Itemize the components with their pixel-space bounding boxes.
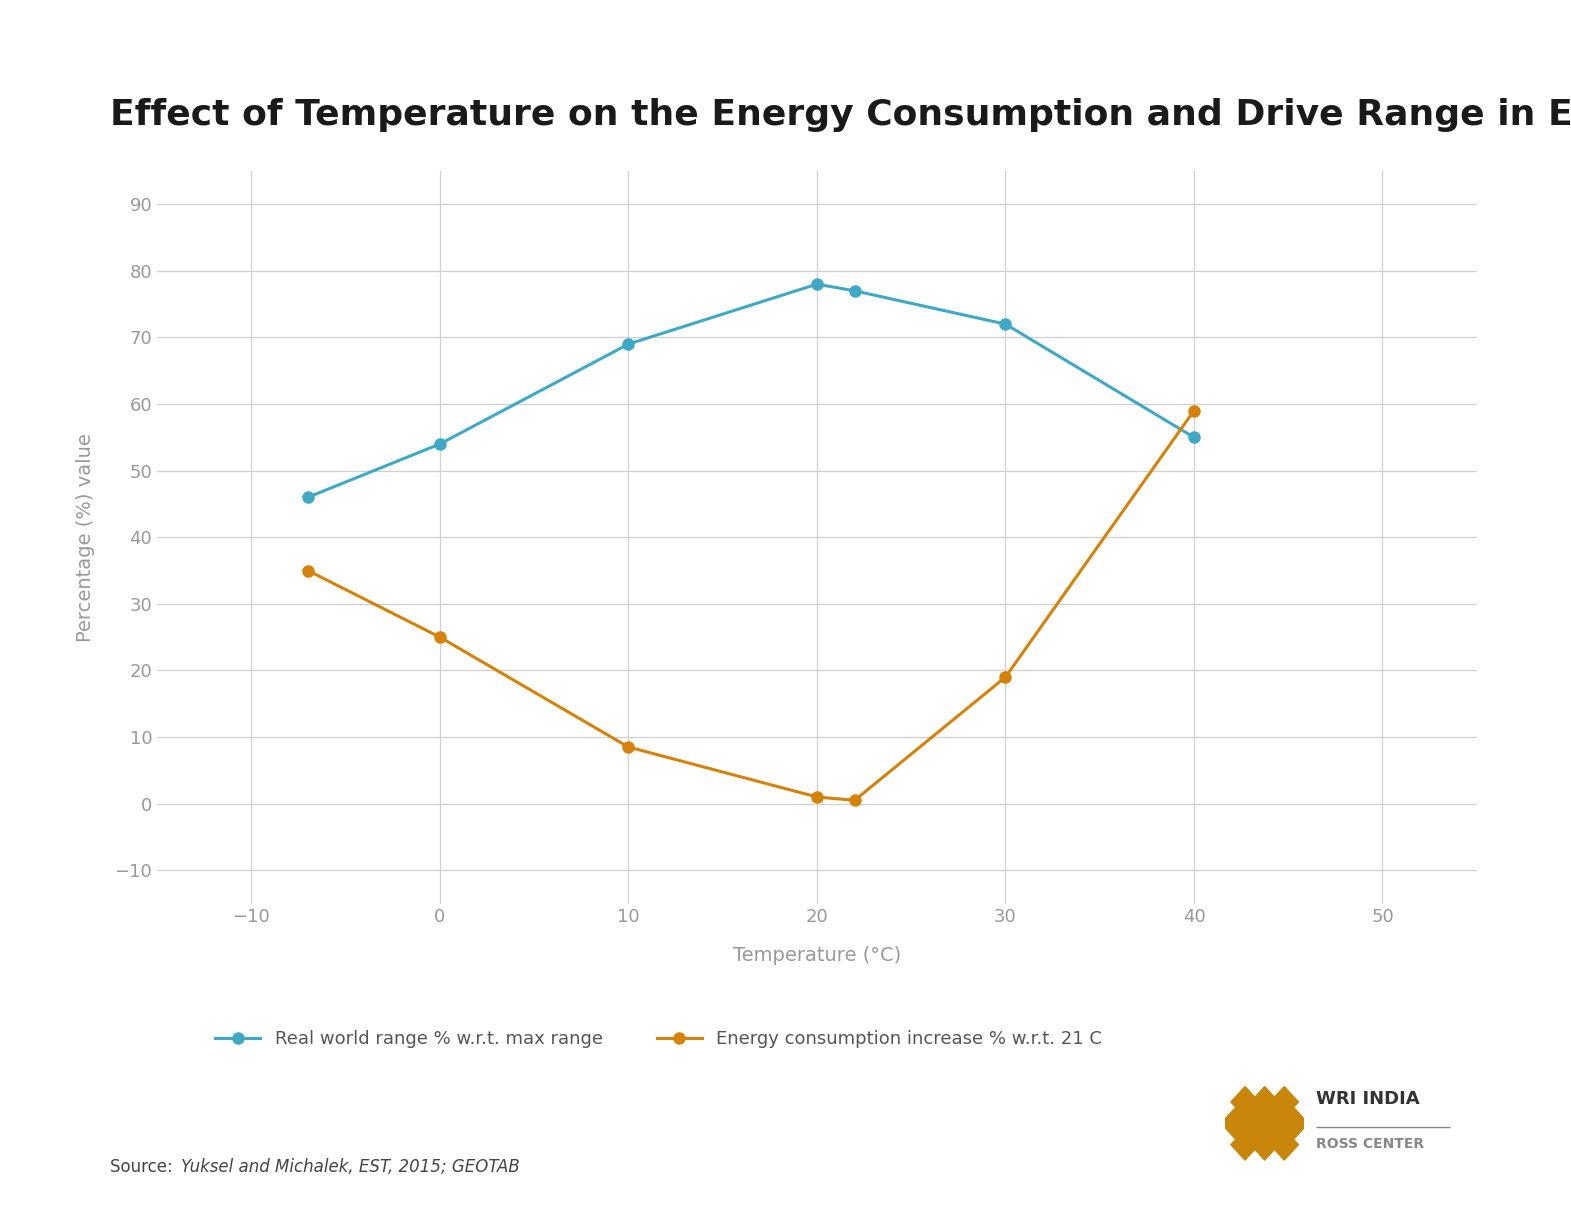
Energy consumption increase % w.r.t. 21 C bbox=[619, 740, 638, 755]
Real world range % w.r.t. max range bbox=[1185, 430, 1203, 444]
Polygon shape bbox=[1232, 1087, 1260, 1117]
Polygon shape bbox=[1269, 1087, 1298, 1117]
Polygon shape bbox=[1232, 1129, 1260, 1160]
Energy consumption increase % w.r.t. 21 C bbox=[845, 792, 864, 807]
Energy consumption increase % w.r.t. 21 C bbox=[996, 670, 1015, 685]
Polygon shape bbox=[1260, 1107, 1288, 1139]
Text: WRI INDIA: WRI INDIA bbox=[1316, 1090, 1420, 1107]
Real world range % w.r.t. max range bbox=[996, 316, 1015, 331]
Polygon shape bbox=[1280, 1107, 1309, 1139]
Real world range % w.r.t. max range bbox=[298, 490, 317, 504]
Real world range % w.r.t. max range bbox=[430, 437, 449, 452]
Real world range % w.r.t. max range bbox=[619, 337, 638, 352]
Y-axis label: Percentage (%) value: Percentage (%) value bbox=[75, 432, 94, 642]
Line: Real world range % w.r.t. max range: Real world range % w.r.t. max range bbox=[302, 278, 1200, 503]
Text: Effect of Temperature on the Energy Consumption and Drive Range in E-Car: Effect of Temperature on the Energy Cons… bbox=[110, 98, 1571, 132]
Polygon shape bbox=[1221, 1107, 1249, 1139]
Real world range % w.r.t. max range bbox=[845, 283, 864, 298]
Real world range % w.r.t. max range bbox=[807, 277, 826, 292]
Energy consumption increase % w.r.t. 21 C bbox=[430, 630, 449, 645]
Text: ROSS CENTER: ROSS CENTER bbox=[1316, 1137, 1425, 1151]
Polygon shape bbox=[1241, 1107, 1269, 1139]
Polygon shape bbox=[1269, 1129, 1298, 1160]
Line: Energy consumption increase % w.r.t. 21 C: Energy consumption increase % w.r.t. 21 … bbox=[302, 405, 1200, 806]
Legend: Real world range % w.r.t. max range, Energy consumption increase % w.r.t. 21 C: Real world range % w.r.t. max range, Ene… bbox=[207, 1023, 1109, 1056]
X-axis label: Temperature (°C): Temperature (°C) bbox=[732, 946, 902, 965]
Polygon shape bbox=[1251, 1087, 1279, 1117]
Text: Source:: Source: bbox=[110, 1159, 178, 1176]
Energy consumption increase % w.r.t. 21 C bbox=[298, 563, 317, 578]
Energy consumption increase % w.r.t. 21 C bbox=[807, 790, 826, 805]
Text: Yuksel and Michalek, EST, 2015; GEOTAB: Yuksel and Michalek, EST, 2015; GEOTAB bbox=[181, 1159, 520, 1176]
Polygon shape bbox=[1251, 1129, 1279, 1160]
Energy consumption increase % w.r.t. 21 C bbox=[1185, 403, 1203, 418]
